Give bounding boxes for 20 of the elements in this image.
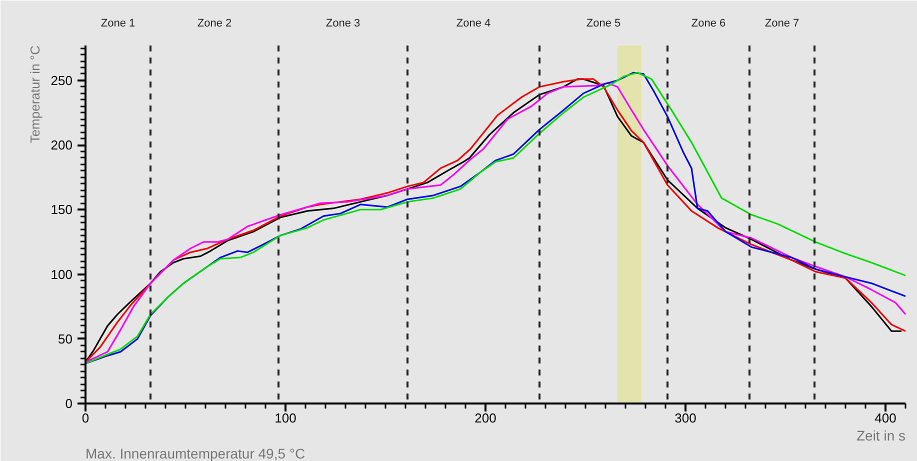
y-tick-label: 0 (65, 396, 73, 411)
text: Zone 6 (691, 18, 726, 30)
text: Zone 1 (100, 18, 136, 30)
y-tick-label: 250 (50, 72, 73, 88)
y-tick-label: 200 (50, 138, 73, 153)
x-tick-label: 300 (674, 410, 696, 426)
y-tick-label: 150 (50, 202, 73, 218)
x-axis-title: Zeit in s (856, 428, 906, 444)
x-tick-label: 0 (82, 410, 90, 426)
x-tick-label: 100 (274, 410, 296, 426)
y-tick-label: 100 (50, 266, 73, 282)
text: Zone 3 (326, 18, 360, 30)
x-tick-label: 200 (474, 410, 496, 426)
text: Zone 7 (764, 18, 800, 30)
x-tick-label: 400 (874, 410, 896, 426)
y-tick-label: 50 (58, 331, 73, 346)
text: Zone 5 (586, 18, 621, 30)
text: Zone 4 (456, 18, 491, 30)
text: Zone 2 (197, 18, 232, 30)
y-axis-title: Temperatur in °C (28, 45, 42, 144)
